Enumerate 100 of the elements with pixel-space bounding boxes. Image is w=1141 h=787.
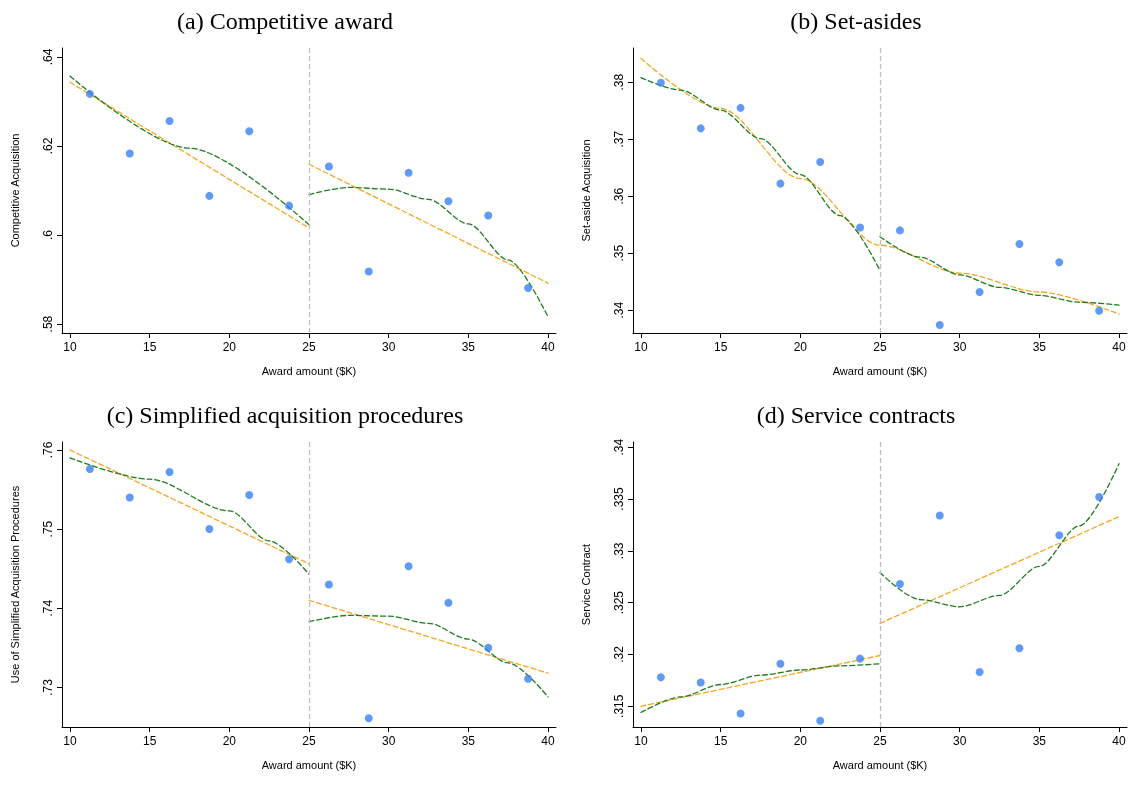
- x-tick-label: 15: [142, 734, 157, 748]
- point: [656, 78, 665, 87]
- x-tick-label: 25: [302, 734, 316, 748]
- x-axis-title: Award amount ($K): [832, 758, 928, 771]
- y-tick-label: .76: [41, 441, 55, 459]
- x-axis-title: Award amount ($K): [261, 758, 357, 771]
- x-tick-label: 30: [382, 340, 396, 354]
- point: [856, 223, 865, 232]
- x-tick-label: 35: [1032, 734, 1047, 748]
- point: [165, 117, 174, 126]
- point: [1015, 644, 1024, 653]
- point: [975, 668, 984, 677]
- y-tick-label: .62: [41, 137, 55, 155]
- point: [324, 162, 333, 171]
- y-tick-label: .36: [612, 187, 626, 205]
- x-tick-label: 20: [793, 340, 808, 354]
- point: [285, 201, 294, 210]
- point: [484, 211, 493, 220]
- point: [895, 579, 904, 588]
- point: [85, 464, 94, 473]
- x-tick-label: 30: [382, 734, 396, 748]
- y-tick-label: .74: [41, 599, 55, 617]
- point: [364, 714, 373, 723]
- y-tick-label: .33: [612, 542, 626, 560]
- point: [524, 674, 533, 683]
- y-tick-label: .34: [612, 301, 626, 319]
- point: [1015, 240, 1024, 249]
- point: [1095, 306, 1104, 315]
- line-series: [640, 57, 1120, 315]
- chart-title: (a) Competitive award: [177, 8, 393, 34]
- chart-title: (d) Service contracts: [756, 402, 956, 428]
- line-series: [308, 614, 549, 698]
- y-tick-label: .64: [41, 48, 55, 66]
- point: [205, 191, 214, 200]
- y-tick-label: .34: [612, 438, 626, 456]
- point: [285, 555, 294, 564]
- point: [205, 525, 214, 534]
- x-tick-label: 40: [1112, 340, 1127, 354]
- point: [776, 659, 785, 668]
- point: [935, 511, 944, 520]
- y-tick-label: .75: [41, 520, 55, 538]
- y-tick-label: .38: [612, 73, 626, 91]
- y-tick-label: .58: [41, 315, 55, 333]
- x-tick-label: 40: [1112, 734, 1127, 748]
- point: [404, 168, 413, 177]
- point: [404, 562, 413, 571]
- point: [935, 321, 944, 330]
- x-tick-label: 35: [461, 340, 476, 354]
- y-axis-title: Service Contract: [579, 543, 592, 626]
- point: [125, 493, 134, 502]
- point: [1055, 258, 1064, 267]
- point: [1095, 492, 1104, 501]
- point: [975, 287, 984, 296]
- point: [85, 89, 94, 98]
- point: [245, 491, 254, 500]
- x-tick-label: 10: [634, 734, 648, 748]
- x-tick-label: 35: [1032, 340, 1047, 354]
- point: [364, 267, 373, 276]
- point: [484, 643, 493, 652]
- point: [524, 284, 533, 293]
- x-tick-label: 25: [873, 734, 887, 748]
- x-tick-label: 25: [873, 340, 887, 354]
- line-series: [308, 186, 549, 318]
- line-series: [879, 236, 1120, 306]
- y-axis-title: Use of Simplified Acquisition Procedures: [8, 485, 21, 684]
- y-axis-title: Set-aside Acquisition: [579, 139, 592, 242]
- x-tick-label: 35: [461, 734, 476, 748]
- point: [736, 103, 745, 112]
- y-tick-label: .315: [612, 694, 626, 718]
- line-series: [640, 76, 881, 271]
- x-tick-label: 15: [713, 340, 728, 354]
- x-tick-label: 10: [63, 340, 77, 354]
- y-tick-label: .73: [41, 678, 55, 696]
- x-tick-label: 20: [222, 734, 237, 748]
- y-tick-label: .32: [612, 645, 626, 663]
- x-axis-title: Award amount ($K): [261, 364, 357, 377]
- y-tick-label: .6: [41, 229, 55, 241]
- x-tick-label: 20: [793, 734, 808, 748]
- x-tick-label: 15: [142, 340, 157, 354]
- point: [736, 709, 745, 718]
- point: [816, 716, 825, 725]
- point: [444, 598, 453, 607]
- line-series: [879, 463, 1120, 608]
- chart-title: (b) Set-asides: [790, 8, 922, 34]
- x-tick-label: 10: [634, 340, 648, 354]
- y-axis-title: Competitive Acquisition: [8, 133, 21, 248]
- x-tick-label: 10: [63, 734, 77, 748]
- chart-title: (c) Simplified acquisition procedures: [106, 402, 464, 428]
- point: [816, 158, 825, 166]
- point: [125, 149, 134, 158]
- y-tick-label: .325: [612, 590, 626, 615]
- point: [656, 673, 665, 682]
- line-series: [640, 663, 881, 714]
- point: [324, 580, 333, 589]
- point: [856, 654, 865, 663]
- point: [165, 468, 174, 477]
- x-tick-label: 25: [302, 340, 316, 354]
- y-tick-label: .35: [612, 244, 626, 262]
- x-tick-label: 30: [953, 340, 967, 354]
- x-tick-label: 30: [953, 734, 967, 748]
